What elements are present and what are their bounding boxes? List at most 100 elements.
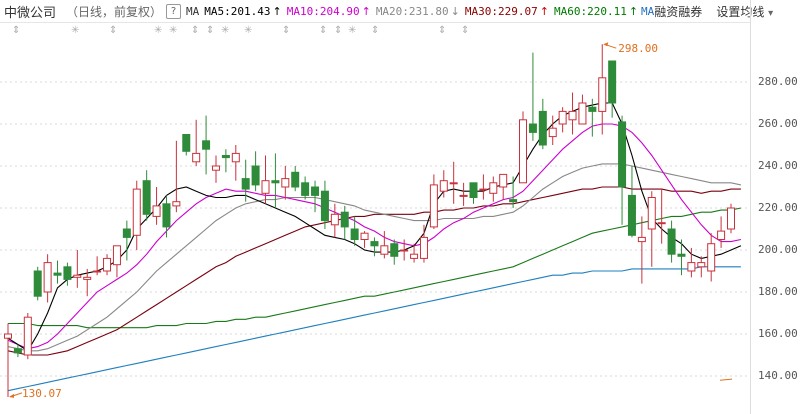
candle (301, 182, 310, 196)
candle (112, 245, 121, 266)
arrow-down-icon: ↓ (450, 5, 460, 18)
event-split-icon[interactable]: ⇕ (282, 25, 291, 36)
candle (221, 155, 230, 159)
event-split-icon[interactable]: ⇕ (438, 25, 447, 36)
candle (93, 270, 102, 273)
event-marker-row: ⇕ ✳ ⇕ ✳ ✳ ⇕ ⇕ ✳ ✳ ⇕ ⇕ ⇕ ✳ ⇕ ⇕ ⇕ (0, 22, 750, 39)
candle (291, 171, 300, 188)
candle (83, 276, 92, 280)
candle (429, 184, 438, 228)
candle (558, 110, 567, 125)
candle (410, 253, 419, 259)
event-star-icon[interactable]: ✳ (154, 25, 163, 36)
candle (528, 123, 537, 133)
ma-legend-item: MA5:201.43 (204, 5, 271, 18)
candle (370, 241, 379, 247)
candle (211, 165, 220, 171)
y-tick-label: 200.00 (758, 243, 798, 256)
candle (439, 180, 448, 192)
candle (499, 173, 508, 188)
event-split-icon[interactable]: ⇕ (319, 25, 328, 36)
event-star-icon[interactable]: ✳ (221, 25, 230, 36)
event-split-icon[interactable]: ⇕ (206, 25, 215, 36)
event-star-icon[interactable]: ✳ (244, 25, 253, 36)
event-split-icon[interactable]: ⇕ (334, 25, 343, 36)
candle (350, 228, 359, 240)
y-axis-divider (750, 0, 751, 414)
candlestick-chart[interactable]: 298.00 130.07 (0, 38, 805, 414)
candle (627, 194, 636, 236)
event-split-icon[interactable]: ⇕ (371, 25, 380, 36)
event-star-icon[interactable]: ✳ (71, 25, 80, 36)
candle (727, 207, 735, 230)
settings-ma-button[interactable]: 设置均线 ▾ (716, 3, 773, 20)
candle (132, 188, 141, 236)
candle (489, 182, 498, 194)
y-tick-label: 260.00 (758, 117, 798, 130)
candle (13, 348, 22, 354)
candle (172, 201, 181, 207)
margin-trading-label[interactable]: 融资融券 (654, 4, 703, 19)
ma120-line (7, 266, 741, 392)
candle (677, 253, 686, 257)
candle (647, 197, 656, 230)
event-split-icon[interactable]: ⇕ (461, 25, 470, 36)
candle (419, 236, 428, 259)
candle (687, 262, 696, 272)
candle (63, 266, 72, 280)
candle (548, 127, 557, 138)
period-label: （日线，前复权） (66, 4, 163, 19)
arrow-up-icon: ↑ (361, 5, 371, 18)
event-split-icon[interactable]: ⇕ (109, 25, 118, 36)
candle (667, 228, 676, 255)
y-tick-label: 240.00 (758, 159, 798, 172)
event-split-icon[interactable]: ⇕ (12, 25, 21, 36)
y-tick-label: 280.00 (758, 75, 798, 88)
candle (330, 213, 339, 226)
help-icon[interactable]: ? (166, 3, 182, 19)
candle (657, 222, 666, 225)
candle (4, 333, 12, 339)
arrow-up-icon: ↑ (539, 5, 549, 18)
candle (33, 270, 42, 297)
ma-legend-item: MA30:229.07 (464, 5, 538, 18)
candle (509, 199, 518, 203)
candle (538, 110, 547, 146)
event-star-icon[interactable]: ✳ (348, 25, 357, 36)
candle (449, 182, 458, 185)
candle (360, 232, 369, 240)
ma10-line (7, 123, 742, 350)
candle (162, 203, 171, 228)
candle (241, 178, 250, 190)
candle (469, 182, 478, 199)
ma-label: MA (186, 4, 200, 18)
candle (390, 243, 399, 257)
ma-legend-item: MA10:204.90 (286, 5, 360, 18)
y-tick-label: 180.00 (758, 285, 798, 298)
settings-ma-label: 设置均线 (716, 4, 765, 19)
event-split-icon[interactable]: ⇕ (191, 25, 200, 36)
candle (311, 186, 320, 196)
candle (380, 245, 389, 255)
y-tick-label: 160.00 (758, 327, 798, 340)
ma60-line (8, 207, 742, 329)
event-star-icon[interactable]: ✳ (169, 25, 178, 36)
candle (53, 272, 62, 276)
low-annotation: 130.07 (22, 387, 62, 400)
candle (202, 140, 211, 150)
candle (152, 205, 161, 217)
candle (231, 152, 240, 163)
arrow-up-icon: ↑ (272, 5, 282, 18)
candle (568, 110, 577, 121)
candle (281, 178, 290, 188)
candle (192, 152, 201, 163)
chart-header: 中微公司 （日线，前复权） ? MA MA5:201.43 ↑ MA10:204.9… (0, 0, 805, 22)
candle (637, 236, 646, 243)
candle (479, 188, 488, 191)
margin-ma-prefix: MA (641, 4, 655, 18)
candle (320, 190, 329, 222)
y-tick-label: 140.00 (758, 369, 798, 382)
candle (271, 180, 280, 184)
candle (261, 180, 270, 194)
arrow-up-icon: ↑ (628, 5, 639, 18)
